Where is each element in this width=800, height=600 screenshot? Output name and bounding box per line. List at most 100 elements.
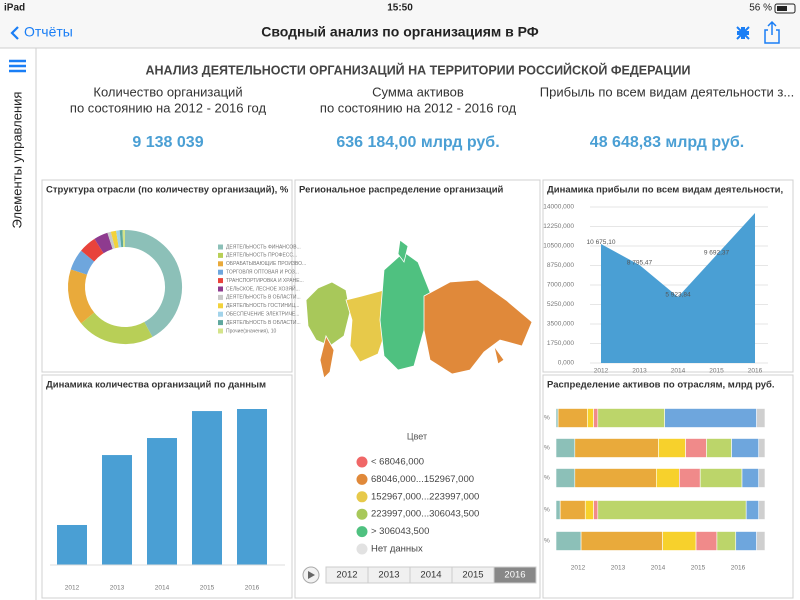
x-tick-label: 2016 xyxy=(731,565,746,572)
row-label: % xyxy=(544,475,550,482)
y-tick-label: 12250,000 xyxy=(543,223,574,230)
x-tick-label: 2012 xyxy=(65,585,80,592)
y-tick-label: 7000,000 xyxy=(547,282,574,289)
kpi-label: Прибыль по всем видам деятельности з... xyxy=(540,84,794,99)
bar-segment xyxy=(597,500,747,520)
value-label: 5 923,84 xyxy=(665,292,691,299)
y-tick-label: 8750,000 xyxy=(547,262,574,269)
bar-segment xyxy=(699,468,743,488)
donut-segment xyxy=(110,230,119,249)
bar-segment xyxy=(656,468,680,488)
kpi-label: Количество организаций xyxy=(93,84,242,99)
legend-swatch xyxy=(356,491,368,503)
bar-segment xyxy=(559,500,586,520)
bar-segment xyxy=(758,500,766,520)
bar-segment xyxy=(756,531,766,551)
legend-swatch xyxy=(218,261,223,267)
play-icon xyxy=(308,571,315,579)
back-arrow[interactable] xyxy=(10,26,19,40)
bar-segment xyxy=(593,408,599,428)
panel-title: Динамика прибыли по всем видам деятельно… xyxy=(547,185,783,196)
bar-segment xyxy=(555,408,559,428)
legend-swatch xyxy=(356,456,368,468)
panel-title: Распределение активов по отраслям, млрд … xyxy=(547,380,775,391)
legend-label: 68046,000...152967,000 xyxy=(371,474,474,485)
legend-swatch xyxy=(356,473,368,485)
donut-segment xyxy=(124,230,182,337)
share-icon[interactable] xyxy=(764,20,780,44)
russia-map xyxy=(305,239,533,379)
bar-segment xyxy=(685,438,707,458)
bar-segment xyxy=(574,468,657,488)
legend-label: Нет данных xyxy=(371,544,423,555)
y-tick-label: 1750,000 xyxy=(547,340,574,347)
legend-swatch xyxy=(356,508,368,520)
bar-segment xyxy=(745,500,760,520)
x-tick-label: 2014 xyxy=(155,585,170,592)
battery-icon xyxy=(774,3,796,14)
y-tick-label: 10500,000 xyxy=(543,243,574,250)
timeline-label: 2014 xyxy=(420,570,441,581)
bar-segment xyxy=(706,438,732,458)
top-bar xyxy=(0,0,800,48)
timeline-label: 2012 xyxy=(336,570,357,581)
donut-segment xyxy=(81,312,153,344)
legend-label: 223997,000...306043,500 xyxy=(371,509,479,520)
panel-title: Региональное распределение организаций xyxy=(299,185,504,196)
x-tick-label: 2015 xyxy=(709,368,724,375)
y-tick-label: 0,000 xyxy=(558,360,575,367)
bar-segment xyxy=(664,408,757,428)
menu-icon[interactable] xyxy=(9,59,26,73)
kpi-label: по состоянию на 2012 - 2016 год xyxy=(70,100,267,115)
value-label: 9 692,37 xyxy=(704,250,730,257)
value-label: 8 795,47 xyxy=(627,260,653,267)
bar xyxy=(147,438,177,565)
bar-segment xyxy=(587,408,594,428)
timeline-year[interactable] xyxy=(493,566,537,584)
battery-fill xyxy=(777,6,787,11)
x-tick-label: 2016 xyxy=(245,585,260,592)
legend-label: ТРАНСПОРТИРОВКА И ХРАНЕ... xyxy=(226,278,304,284)
expand-icon[interactable] xyxy=(736,26,750,40)
kpi-label: Сумма активов xyxy=(372,84,464,99)
x-tick-label: 2013 xyxy=(110,585,125,592)
bar-segment xyxy=(555,438,576,458)
legend-label: Прочие(значения), 10 xyxy=(226,328,276,334)
donut-segment xyxy=(68,269,95,324)
panel-frames xyxy=(41,179,794,599)
y-tick-label: 14000,000 xyxy=(543,204,574,211)
legend-swatch xyxy=(356,526,368,538)
back-button[interactable]: Отчёты xyxy=(24,24,73,40)
kpi-label: по состоянию на 2012 - 2016 год xyxy=(320,100,517,115)
panel-title: Динамика количества организаций по данны… xyxy=(46,380,266,391)
x-tick-label: 2012 xyxy=(594,368,609,375)
bar xyxy=(57,524,87,565)
legend-label: ДЕЯТЕЛЬНОСТЬ ПРОФЕСС... xyxy=(226,253,297,259)
bar-segment xyxy=(756,408,766,428)
donut-segment xyxy=(81,238,104,262)
x-tick-label: 2014 xyxy=(671,368,686,375)
legend-title: Цвет xyxy=(407,431,427,441)
legend-swatch xyxy=(218,320,223,326)
x-tick-label: 2015 xyxy=(691,565,706,572)
y-tick-label: 3500,000 xyxy=(547,321,574,328)
sidebar-label[interactable]: Элементы управления xyxy=(9,92,24,229)
legend-swatch xyxy=(218,311,223,317)
legend-label: ДЕЯТЕЛЬНОСТЬ В ОБЛАСТИ... xyxy=(226,320,301,326)
bar-segment xyxy=(731,438,760,458)
legend-label: ОБЕСПЕЧЕНИЕ ЭЛЕКТРИЧЕ... xyxy=(226,312,299,318)
legend-label: СЕЛЬСКОЕ, ЛЕСНОЕ ХОЗЯЙ... xyxy=(226,284,300,292)
x-tick-label: 2015 xyxy=(200,585,215,592)
x-tick-label: 2013 xyxy=(632,368,647,375)
bar-segment xyxy=(658,438,686,458)
kpi-value: 48 648,83 млрд руб. xyxy=(590,134,744,151)
legend-swatch xyxy=(218,328,223,334)
bar-segment xyxy=(679,468,701,488)
legend-label: ОБРАБАТЫВАЮЩИЕ ПРОИЗВО... xyxy=(226,261,306,267)
x-tick-label: 2016 xyxy=(748,368,763,375)
bar-segment xyxy=(597,408,665,428)
bar-segment xyxy=(584,500,594,520)
nav-title: Сводный анализ по организациям в РФ xyxy=(261,24,539,40)
